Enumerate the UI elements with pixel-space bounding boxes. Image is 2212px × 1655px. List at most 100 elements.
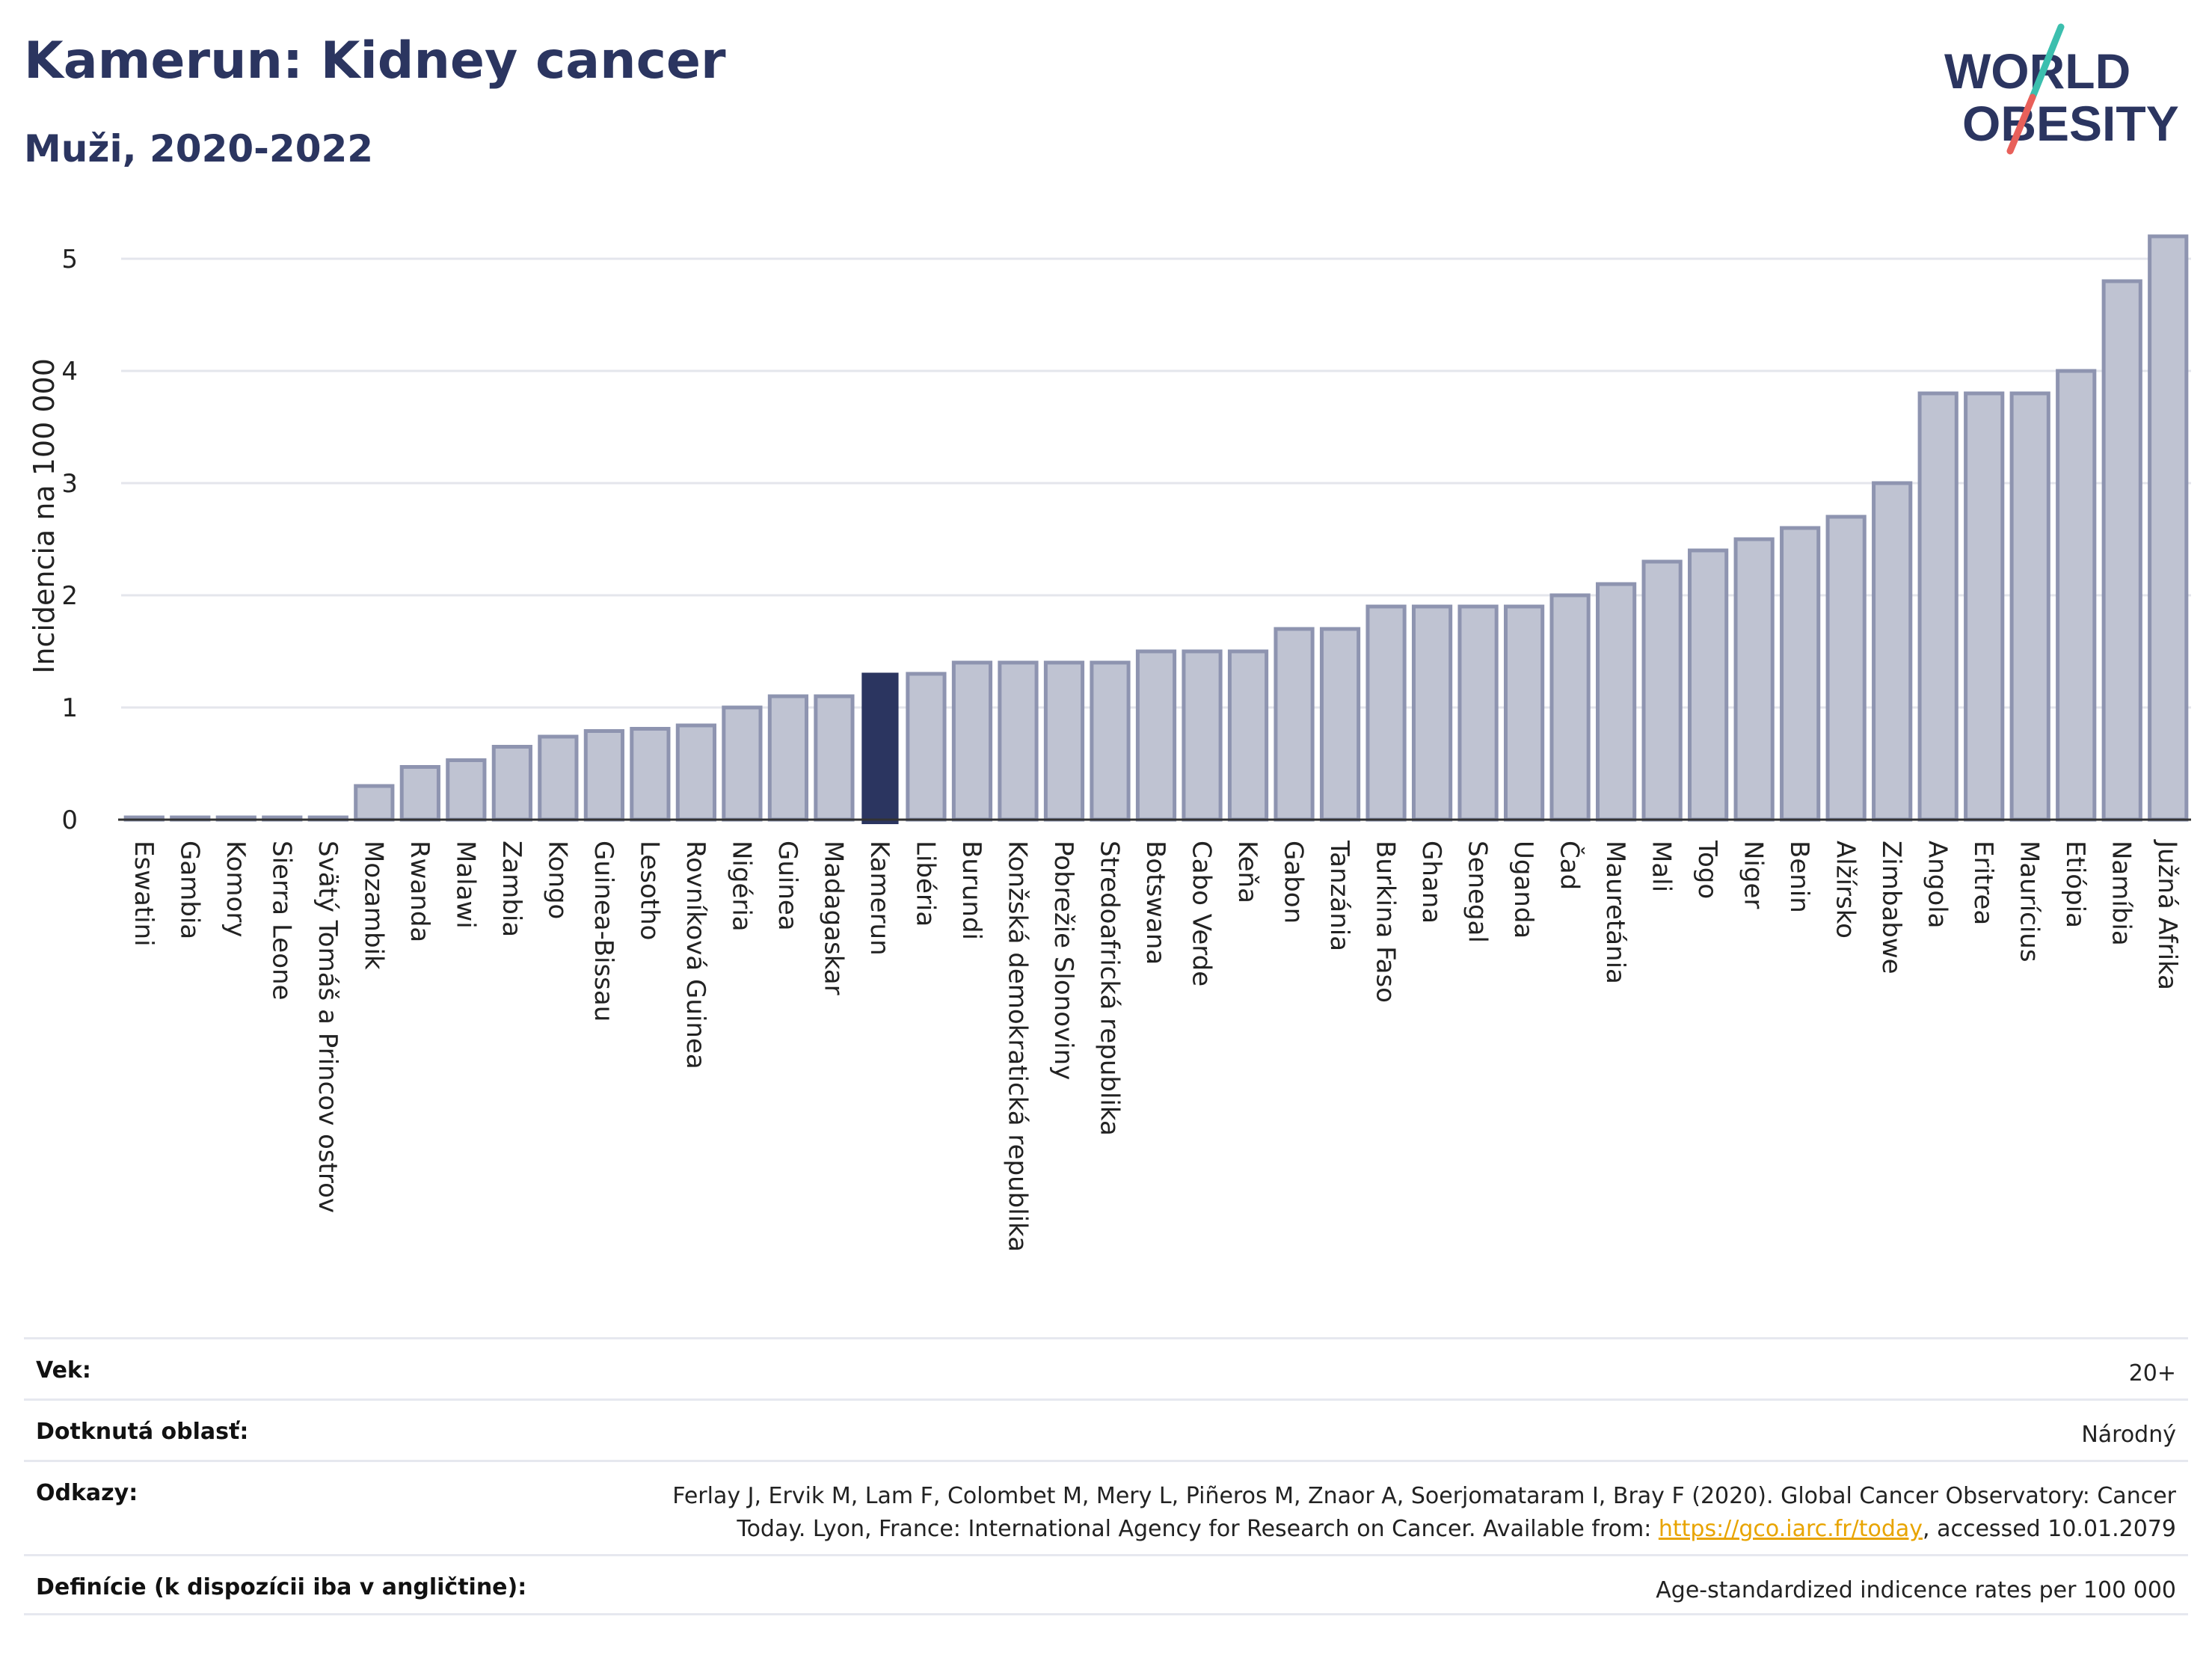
category-label: Eswatini — [129, 841, 159, 947]
category-label: Maurícius — [2015, 841, 2044, 962]
bar-Rovníková Guinea[interactable] — [675, 723, 716, 822]
bar-Pobrežie Slonoviny[interactable] — [1043, 660, 1085, 822]
category-label: Keňa — [1232, 841, 1262, 903]
category-label: Madagaskar — [818, 841, 848, 995]
category-label: Tanzánia — [1324, 840, 1354, 951]
bar-Botswana[interactable] — [1135, 649, 1177, 822]
logo-slash-red — [2006, 93, 2036, 155]
bar-Togo[interactable] — [1688, 548, 1729, 822]
category-label: Južná Afrika — [2152, 839, 2182, 990]
bar-Burkina Faso[interactable] — [1365, 604, 1407, 822]
info-value-definitions: Age-standardized indicence rates per 100… — [1656, 1577, 2176, 1603]
bar-Zambia[interactable] — [491, 745, 532, 822]
bar-Malawi[interactable] — [446, 758, 487, 822]
reference-link[interactable]: https://gco.iarc.fr/today — [1658, 1516, 1923, 1542]
bar-Maurícius[interactable] — [2009, 391, 2050, 822]
bar-Burundi[interactable] — [951, 660, 993, 822]
bar-Eritrea[interactable] — [1964, 391, 2005, 822]
bar-Keňa[interactable] — [1227, 649, 1269, 822]
y-tick-label: 3 — [61, 469, 78, 499]
info-table: Vek: 20+ Dotknutá oblasť: Národný Odkazy… — [24, 1337, 2188, 1615]
bar-Cabo Verde[interactable] — [1182, 649, 1223, 822]
category-label: Mauretánia — [1600, 841, 1630, 984]
info-row-age: Vek: 20+ — [24, 1337, 2188, 1398]
category-label: Konžská demokratická republika — [1002, 841, 1032, 1252]
category-label: Burundi — [956, 841, 986, 940]
bar-Mali[interactable] — [1641, 559, 1683, 822]
info-row-references: Odkazy: Ferlay J, Ervik M, Lam F, Colomb… — [24, 1460, 2188, 1554]
category-label: Etiópia — [2060, 841, 2090, 928]
category-label: Uganda — [1508, 841, 1538, 939]
category-label: Nigéria — [726, 841, 756, 932]
category-label: Rwanda — [405, 841, 434, 942]
info-row-definitions: Definície (k dispozícii iba v angličtine… — [24, 1554, 2188, 1615]
info-label-age: Vek: — [36, 1357, 91, 1384]
info-row-area: Dotknutá oblasť: Národný — [24, 1398, 2188, 1460]
bar-Stredoafrická republika[interactable] — [1090, 660, 1131, 822]
y-tick-label: 2 — [61, 581, 78, 611]
category-label: Gabon — [1279, 841, 1309, 924]
bar-Južná Afrika[interactable] — [2148, 234, 2189, 822]
category-label: Komory — [221, 841, 251, 937]
category-label: Čad — [1555, 841, 1585, 890]
bar-Angola[interactable] — [1917, 391, 1958, 822]
bar-Tanzánia[interactable] — [1319, 627, 1361, 822]
bar-Uganda[interactable] — [1503, 604, 1545, 822]
bar-Nigéria[interactable] — [722, 705, 763, 822]
bar-chart: 0 1 2 3 4 5 Eswatini Gambia Komory Sierra Leone S… — [28, 234, 2191, 1252]
bar-Guinea[interactable] — [767, 694, 809, 822]
info-label-definitions: Definície (k dispozícii iba v angličtine… — [36, 1574, 527, 1600]
bar-Kamerun[interactable] — [861, 672, 899, 825]
reference-line1: Ferlay J, Ervik M, Lam F, Colombet M, Me… — [672, 1483, 2176, 1509]
category-label: Senegal — [1463, 841, 1493, 943]
category-label: Guinea-Bissau — [589, 841, 618, 1022]
bar-Konžská demokratická republika[interactable] — [998, 660, 1039, 822]
category-label: Cabo Verde — [1187, 841, 1217, 986]
y-tick-label: 4 — [61, 357, 78, 387]
category-label: Gambia — [174, 841, 204, 939]
bar-Guinea-Bissau[interactable] — [583, 729, 624, 822]
bars — [123, 234, 2189, 825]
bar-Zimbabwe[interactable] — [1872, 481, 1913, 822]
y-tick-label: 5 — [61, 245, 78, 274]
category-label: Malawi — [450, 841, 480, 929]
bar-Mauretánia[interactable] — [1596, 582, 1637, 822]
bar-Lesotho[interactable] — [630, 727, 671, 822]
category-label: Angola — [1923, 841, 1953, 928]
bar-Libéria[interactable] — [906, 672, 947, 822]
category-label: Lesotho — [634, 841, 664, 940]
category-label: Ghana — [1416, 841, 1446, 924]
bar-Madagaskar[interactable] — [814, 694, 855, 822]
chart-subtitle: Muži, 2020-2022 — [24, 127, 374, 171]
category-label: Botswana — [1140, 841, 1170, 965]
axes: 0 1 2 3 4 5 — [61, 245, 2191, 835]
category-labels: Eswatini Gambia Komory Sierra Leone Svätý To… — [129, 839, 2182, 1252]
bar-Gabon[interactable] — [1274, 627, 1315, 822]
bar-Alžírsko[interactable] — [1825, 515, 1867, 822]
info-value-references: Ferlay J, Ervik M, Lam F, Colombet M, Me… — [672, 1480, 2176, 1546]
bar-Ghana[interactable] — [1411, 604, 1453, 822]
bar-Mozambik[interactable] — [354, 784, 395, 822]
bar-Čad[interactable] — [1549, 593, 1591, 822]
info-value-age: 20+ — [2128, 1360, 2176, 1387]
category-label: Benin — [1784, 841, 1814, 913]
bar-Namíbia[interactable] — [2101, 279, 2142, 822]
bar-Senegal[interactable] — [1457, 604, 1499, 822]
bar-Kongo[interactable] — [538, 734, 579, 822]
info-label-area: Dotknutá oblasť: — [36, 1419, 249, 1445]
bar-Benin[interactable] — [1780, 526, 1821, 822]
y-axis-label: Incidencia na 100 000 — [28, 358, 61, 674]
bar-Etiópia[interactable] — [2056, 369, 2097, 822]
world-obesity-logo: WORLD OBESITY — [1944, 23, 2179, 155]
category-label: Svätý Tomáš a Princov ostrov — [313, 841, 342, 1213]
category-label: Namíbia — [2107, 841, 2136, 946]
bar-Niger[interactable] — [1733, 537, 1775, 822]
category-label: Burkina Faso — [1371, 841, 1401, 1003]
y-tick-label: 1 — [61, 693, 78, 723]
category-label: Alžírsko — [1831, 841, 1861, 939]
reference-line2-pre: Today. Lyon, France: International Agenc… — [737, 1516, 1659, 1542]
y-tick-label: 0 — [61, 805, 78, 835]
category-label: Kamerun — [864, 841, 894, 956]
category-label: Mozambik — [358, 841, 388, 970]
bar-Rwanda[interactable] — [399, 765, 440, 822]
